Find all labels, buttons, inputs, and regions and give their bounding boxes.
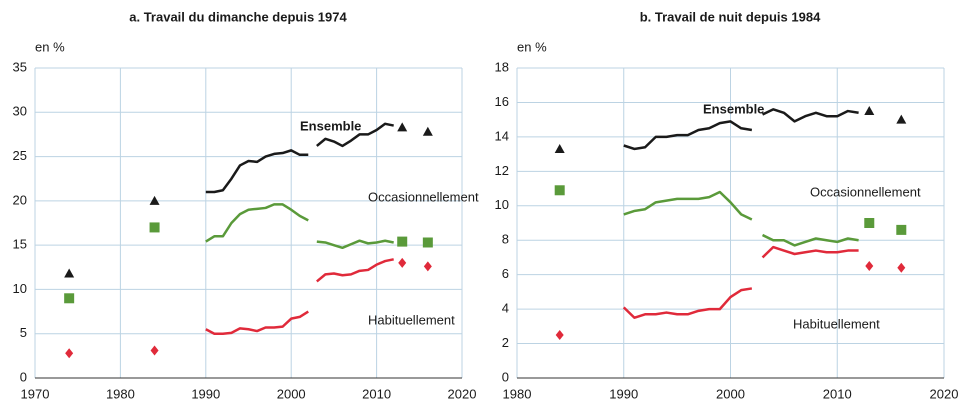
- x-tick-label: 1970: [21, 386, 50, 401]
- series-label: Habituellement: [368, 312, 455, 327]
- y-unit: en %: [35, 39, 65, 54]
- marker: [149, 222, 160, 233]
- y-tick-label: 35: [13, 59, 27, 74]
- x-tick-label: 2010: [823, 386, 852, 401]
- line: [316, 239, 394, 250]
- y-tick-label: 0: [502, 369, 509, 384]
- y-tick-label: 8: [502, 232, 509, 247]
- y-tick-label: 20: [13, 192, 27, 207]
- chart-title: a. Travail du dimanche depuis 1974: [129, 9, 347, 24]
- x-tick-label: 2000: [716, 386, 745, 401]
- series-label: Ensemble: [703, 101, 764, 116]
- line: [316, 122, 394, 148]
- line: [761, 245, 859, 259]
- line: [622, 287, 753, 319]
- marker: [896, 114, 907, 124]
- y-tick-label: 25: [13, 148, 27, 163]
- series-label: Habituellement: [793, 316, 880, 331]
- y-tick-label: 15: [13, 237, 27, 252]
- y-tick-label: 4: [502, 301, 509, 316]
- y-tick-label: 14: [495, 128, 509, 143]
- marker: [64, 268, 75, 278]
- chart-title: b. Travail de nuit depuis 1984: [640, 9, 821, 24]
- y-tick-label: 0: [20, 369, 27, 384]
- y-tick-label: 18: [495, 59, 509, 74]
- y-tick-label: 10: [495, 197, 509, 212]
- y-tick-label: 10: [13, 281, 27, 296]
- marker: [555, 329, 564, 340]
- line: [623, 190, 753, 221]
- marker: [864, 106, 875, 116]
- y-tick-label: 16: [495, 94, 509, 109]
- marker: [423, 261, 432, 272]
- line: [761, 233, 859, 247]
- marker: [65, 348, 74, 359]
- line: [761, 108, 859, 123]
- marker: [422, 126, 433, 136]
- marker: [397, 236, 408, 247]
- x-tick-label: 1990: [609, 386, 638, 401]
- series-label: Occasionnellement: [810, 184, 921, 199]
- marker: [896, 224, 907, 235]
- marker: [554, 143, 565, 153]
- marker: [865, 261, 874, 272]
- line: [205, 203, 309, 243]
- y-tick-label: 30: [13, 104, 27, 119]
- x-tick-label: 2000: [277, 386, 306, 401]
- line: [316, 258, 394, 283]
- y-tick-label: 6: [502, 266, 509, 281]
- line: [623, 120, 753, 151]
- x-tick-label: 1980: [503, 386, 532, 401]
- x-tick-label: 2010: [362, 386, 391, 401]
- x-tick-label: 1990: [191, 386, 220, 401]
- x-tick-label: 2020: [930, 386, 959, 401]
- marker: [897, 262, 906, 273]
- y-tick-label: 2: [502, 335, 509, 350]
- y-tick-label: 5: [20, 325, 27, 340]
- marker: [150, 345, 159, 356]
- marker: [397, 122, 408, 132]
- marker: [422, 237, 433, 248]
- marker: [398, 257, 407, 268]
- marker: [149, 195, 160, 205]
- x-tick-label: 2020: [448, 386, 477, 401]
- marker: [64, 293, 75, 304]
- line: [205, 149, 309, 194]
- marker: [864, 218, 875, 228]
- series-label: Ensemble: [300, 118, 361, 133]
- marker: [554, 185, 565, 196]
- series-label: Occasionnellement: [368, 189, 479, 204]
- line: [205, 310, 309, 335]
- y-unit: en %: [517, 39, 547, 54]
- y-tick-label: 12: [495, 163, 509, 178]
- x-tick-label: 1980: [106, 386, 135, 401]
